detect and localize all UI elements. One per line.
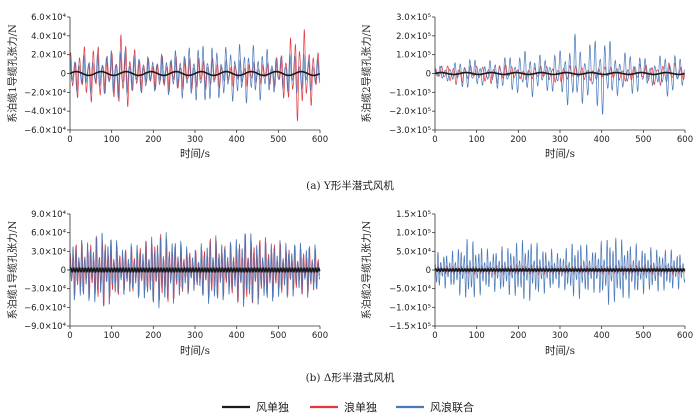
x-tick-label: 400 [229,135,245,145]
x-axis-label: 时间/s [180,344,210,357]
y-tick-label: 3.0×10⁴ [31,247,66,257]
x-tick-label: 300 [187,331,203,341]
x-tick-label: 600 [677,135,693,145]
x-tick-label: 0 [432,331,437,341]
y-tick-label: 4.0×10⁴ [31,32,66,42]
y-tick-label: −5.0×10⁴ [389,285,432,295]
x-tick-label: 0 [432,135,437,145]
y-tick-label: −9.0×10⁴ [24,322,67,332]
chart-panel-2: 3.0×10⁵ 2.0×10⁵ 1.0×10⁵ 0 −1.0×10⁵ −2.0×10⁵ −3… [360,13,693,160]
x-tick-label: 0 [67,135,72,145]
x-tick-label: 500 [635,135,651,145]
x-axis-label: 时间/s [545,147,575,160]
y-tick-label: −1.0×10⁵ [389,88,431,98]
x-tick-label: 500 [270,135,286,145]
y-tick-label: −6.0×10⁴ [24,126,67,136]
y-tick-label: 0 [426,70,431,80]
x-tick-label: 600 [312,135,328,145]
y-tick-label: 2.0×10⁴ [31,51,66,61]
x-tick-label: 300 [187,135,203,145]
y-axis-label: 系泊缆1导缆孔张力/N [6,221,19,320]
x-tick-label: 100 [104,135,120,145]
y-tick-label: 5.0×10⁴ [396,247,431,257]
x-tick-label: 200 [510,331,526,341]
y-tick-label: −6.0×10⁴ [24,303,67,313]
x-tick-label: 0 [67,331,72,341]
x-tick-label: 300 [552,135,568,145]
chart-panel-3: 9.0×10⁴ 6.0×10⁴ 3.0×10⁴ 0 −3.0×10⁴ −6.0×10⁴ −9… [6,210,328,357]
x-tick-label: 100 [469,135,485,145]
series-line-wind [69,266,321,274]
y-tick-label: 1.5×10⁵ [396,210,431,220]
y-tick-label: 9.0×10⁴ [31,210,66,220]
x-tick-label: 200 [145,331,161,341]
x-tick-label: 600 [312,331,328,341]
x-tick-label: 500 [635,331,651,341]
legend: 风单独 浪单独 风浪联合 [222,400,474,414]
y-tick-label: 3.0×10⁵ [396,13,431,23]
x-axis-label: 时间/s [545,344,575,357]
y-tick-label: 6.0×10⁴ [31,13,66,23]
y-tick-label: −3.0×10⁵ [389,126,431,136]
caption-b: (b) Δ形半潜式风机 [306,371,395,384]
series-line-combined [434,33,686,115]
x-tick-label: 100 [104,331,120,341]
y-tick-label: −4.0×10⁴ [24,107,67,117]
legend-label-wave: 浪单独 [344,400,377,414]
caption-a: (a) Y形半潜式风机 [306,179,394,192]
chart-panel-4: 1.5×10⁵ 1.0×10⁵ 5.0×10⁴ 0 −5.0×10⁴ −1.0×10⁵ −1… [360,210,693,357]
y-tick-label: −1.0×10⁵ [389,303,431,313]
series-line-wind [69,70,321,77]
y-tick-label: 0 [61,70,66,80]
chart-panel-1: 6.0×10⁴ 4.0×10⁴ 2.0×10⁴ 0 −2.0×10⁴ −4.0×10⁴ −6… [6,13,328,160]
y-tick-label: −2.0×10⁵ [389,107,431,117]
series-line-combined [434,237,686,305]
legend-label-wind: 风单独 [256,401,289,414]
x-tick-label: 400 [594,135,610,145]
series-line-wind [434,71,685,76]
x-axis-label: 时间/s [180,147,210,160]
x-tick-label: 200 [145,135,161,145]
y-tick-label: 2.0×10⁵ [396,32,431,42]
x-tick-label: 300 [552,331,568,341]
y-tick-label: −1.5×10⁵ [389,322,431,332]
series-line-wind [434,267,686,273]
y-axis-label: 系泊缆1导缆孔张力/N [6,24,19,123]
series-line-combined [69,232,321,309]
x-tick-label: 500 [270,331,286,341]
y-axis-label: 系泊缆2导缆孔张力/N [360,221,373,320]
y-tick-label: 0 [426,266,431,276]
y-tick-label: −2.0×10⁴ [24,88,67,98]
y-tick-label: 0 [61,266,66,276]
x-tick-label: 600 [677,331,693,341]
x-tick-label: 400 [229,331,245,341]
y-tick-label: 1.0×10⁵ [396,51,431,61]
y-tick-label: 1.0×10⁵ [396,229,431,239]
y-axis-label: 系泊缆2导缆孔张力/N [360,24,373,123]
x-tick-label: 400 [594,331,610,341]
legend-label-combined: 风浪联合 [430,400,474,414]
x-tick-label: 200 [510,135,526,145]
y-tick-label: −3.0×10⁴ [24,285,67,295]
y-tick-label: 6.0×10⁴ [31,229,66,239]
x-tick-label: 100 [469,331,485,341]
